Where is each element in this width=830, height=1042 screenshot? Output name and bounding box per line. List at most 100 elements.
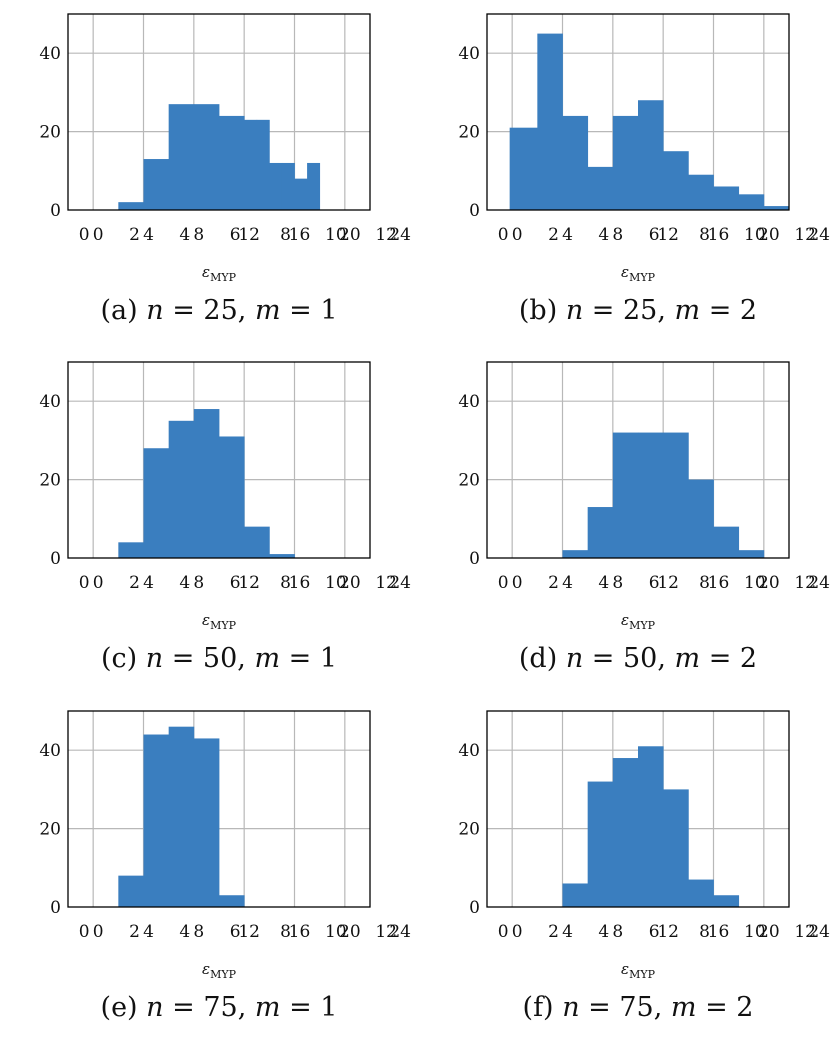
histogram-bar bbox=[738, 550, 765, 558]
y-tick-label: 40 bbox=[39, 741, 61, 761]
y-tick-label: 20 bbox=[39, 471, 61, 491]
x-tick-label: 8 bbox=[612, 573, 623, 593]
x-tick-label: 10 bbox=[744, 922, 766, 942]
x-tick-label: 4 bbox=[598, 225, 609, 245]
caption-letter: (c) bbox=[101, 643, 146, 674]
histogram-bar bbox=[713, 895, 740, 907]
x-tick-label: 8 bbox=[699, 922, 710, 942]
x-axis-label-subscript: MYP bbox=[629, 271, 656, 284]
x-axis-label-subscript: MYP bbox=[210, 968, 237, 981]
x-tick-label: 8 bbox=[193, 922, 204, 942]
histogram-bar bbox=[663, 789, 689, 907]
x-tick-label: 12 bbox=[375, 573, 397, 593]
x-tick-label: 4 bbox=[179, 225, 190, 245]
x-tick-label: 20 bbox=[758, 573, 780, 593]
histogram-bar bbox=[587, 507, 614, 558]
x-tick-label: 8 bbox=[280, 573, 291, 593]
x-tick-label: 10 bbox=[744, 225, 766, 245]
x-tick-label: 0 bbox=[79, 225, 90, 245]
x-tick-label: 8 bbox=[280, 225, 291, 245]
histogram-bar bbox=[294, 178, 308, 210]
x-tick-label: 10 bbox=[325, 922, 347, 942]
subplot-caption: (c) n = 50, m = 1 bbox=[101, 643, 337, 674]
x-tick-label: 4 bbox=[562, 573, 573, 593]
histogram-bar bbox=[537, 33, 563, 210]
x-tick-label: 0 bbox=[498, 573, 509, 593]
x-tick-label: 16 bbox=[289, 573, 311, 593]
histogram-bar bbox=[143, 734, 170, 907]
histogram-bar bbox=[244, 526, 270, 558]
plot-frame bbox=[67, 361, 371, 559]
histogram-bar bbox=[638, 432, 664, 558]
histogram-bar bbox=[763, 206, 790, 210]
x-tick-label: 0 bbox=[79, 573, 90, 593]
histogram-bar bbox=[713, 526, 740, 558]
histogram-bar bbox=[118, 542, 144, 558]
x-tick-label: 20 bbox=[758, 922, 780, 942]
y-tick-label: 0 bbox=[469, 898, 480, 918]
x-tick-label: 6 bbox=[230, 573, 241, 593]
caption-m-value: = 1 bbox=[281, 295, 338, 326]
x-axis-label: εMYP bbox=[202, 263, 237, 284]
caption-n-value: = 50, bbox=[583, 643, 674, 674]
y-tick-label: 20 bbox=[39, 123, 61, 143]
histogram-bar bbox=[168, 726, 195, 907]
x-axis-label-symbol: ε bbox=[621, 960, 629, 978]
y-tick-label: 20 bbox=[458, 820, 480, 840]
histogram-bar bbox=[118, 875, 144, 907]
x-tick-label: 8 bbox=[280, 922, 291, 942]
plot-frame bbox=[486, 710, 790, 908]
x-tick-label: 2 bbox=[548, 573, 559, 593]
y-tick-label: 20 bbox=[458, 471, 480, 491]
y-tick-label: 40 bbox=[39, 392, 61, 412]
x-tick-label: 24 bbox=[808, 225, 830, 245]
histogram-bar bbox=[219, 895, 245, 907]
y-tick-label: 20 bbox=[458, 123, 480, 143]
x-tick-label: 12 bbox=[375, 225, 397, 245]
histogram-bar bbox=[713, 186, 740, 210]
histogram-bar bbox=[509, 127, 538, 210]
x-tick-label: 20 bbox=[339, 922, 361, 942]
x-tick-label: 2 bbox=[548, 922, 559, 942]
caption-n-value: = 25, bbox=[164, 295, 255, 326]
x-tick-label: 12 bbox=[794, 225, 816, 245]
y-tick-label: 40 bbox=[458, 392, 480, 412]
x-tick-label: 24 bbox=[808, 922, 830, 942]
y-tick-label: 20 bbox=[39, 820, 61, 840]
caption-m-symbol: m bbox=[675, 295, 701, 326]
y-tick-label: 40 bbox=[39, 44, 61, 64]
histogram-bar bbox=[143, 448, 170, 558]
x-tick-label: 4 bbox=[143, 573, 154, 593]
x-tick-label: 4 bbox=[179, 922, 190, 942]
caption-n-value: = 50, bbox=[163, 643, 254, 674]
y-tick-label: 0 bbox=[50, 898, 61, 918]
x-tick-label: 12 bbox=[238, 225, 260, 245]
x-tick-label: 6 bbox=[230, 225, 241, 245]
y-tick-label: 0 bbox=[469, 201, 480, 221]
x-axis-label: εMYP bbox=[202, 960, 237, 981]
x-tick-label: 8 bbox=[193, 573, 204, 593]
histogram-bar bbox=[562, 115, 589, 210]
histogram-bar bbox=[612, 432, 639, 558]
histogram-bar bbox=[562, 550, 589, 558]
histogram-bar bbox=[244, 119, 258, 210]
histogram-bar bbox=[587, 166, 614, 210]
x-tick-label: 4 bbox=[562, 922, 573, 942]
y-tick-label: 0 bbox=[50, 549, 61, 569]
x-tick-label: 4 bbox=[179, 573, 190, 593]
y-tick-label: 0 bbox=[50, 201, 61, 221]
histogram-bar bbox=[143, 159, 170, 210]
x-axis-label-symbol: ε bbox=[202, 263, 210, 281]
x-tick-label: 10 bbox=[744, 573, 766, 593]
plot-frame bbox=[67, 710, 371, 908]
histogram-bar bbox=[256, 119, 270, 210]
subplot-caption: (d) n = 50, m = 2 bbox=[519, 643, 757, 674]
x-tick-label: 8 bbox=[612, 225, 623, 245]
x-tick-label: 0 bbox=[498, 922, 509, 942]
caption-m-value: = 2 bbox=[700, 643, 757, 674]
x-tick-label: 12 bbox=[238, 922, 260, 942]
x-tick-label: 16 bbox=[289, 225, 311, 245]
y-tick-label: 40 bbox=[458, 741, 480, 761]
